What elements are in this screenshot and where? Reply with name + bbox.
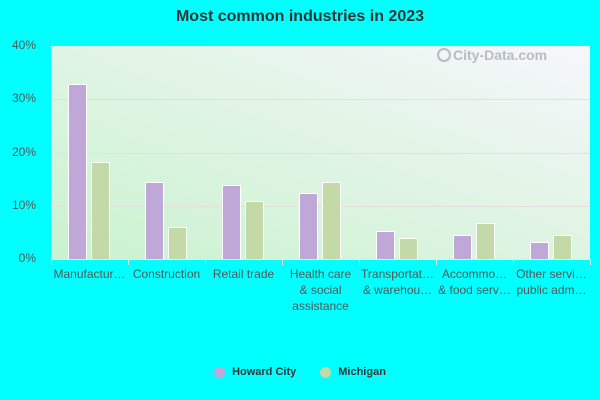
legend-item[interactable]: Michigan [320, 366, 386, 378]
bar-michigan[interactable] [168, 227, 187, 259]
bar-howard-city[interactable] [222, 184, 241, 259]
bar-michigan[interactable] [91, 162, 110, 259]
x-tick-label: Manufactur… [53, 267, 126, 281]
plot-area [51, 46, 590, 259]
x-axis-line [51, 259, 590, 260]
y-tick-label: 40% [11, 38, 36, 52]
y-tick-label: 30% [11, 91, 36, 106]
watermark-text: City-Data.com [453, 47, 548, 63]
legend-swatch-icon [320, 366, 332, 378]
bar-michigan[interactable] [322, 182, 341, 259]
x-tick-mark [590, 259, 591, 265]
x-tick-mark [128, 259, 129, 265]
bar-howard-city[interactable] [299, 192, 318, 259]
y-tick-label: 0% [18, 251, 36, 265]
x-tick-label: Construction [132, 267, 201, 281]
gridline [51, 99, 590, 101]
legend-label: Michigan [338, 366, 386, 378]
gridline [51, 152, 590, 154]
legend: Howard City Michigan [0, 366, 600, 381]
x-tick-label: Health care & social assistance [289, 267, 352, 313]
bar-howard-city[interactable] [376, 230, 395, 259]
legend-label: Howard City [232, 366, 297, 378]
bar-howard-city[interactable] [68, 84, 87, 259]
x-tick-mark [436, 259, 437, 265]
chart-title: Most common industries in 2023 [175, 8, 425, 25]
y-tick-label: 20% [11, 144, 36, 159]
x-tick-label: Retail trade [212, 267, 275, 281]
magnifier-icon [437, 48, 451, 62]
legend-swatch-icon [214, 366, 226, 378]
bar-michigan[interactable] [553, 235, 572, 259]
bar-michigan[interactable] [476, 222, 495, 259]
legend-item[interactable]: Howard City [214, 366, 296, 378]
y-tick-label: 10% [11, 197, 36, 212]
x-tick-mark [282, 259, 283, 265]
gridline [51, 205, 590, 207]
x-tick-mark [51, 259, 52, 265]
watermark: City-Data.com [437, 47, 547, 63]
x-tick-mark [205, 259, 206, 265]
x-tick-label: Accommo… & food serv… [438, 267, 511, 297]
x-tick-mark [359, 259, 360, 265]
bar-michigan[interactable] [399, 238, 418, 259]
x-tick-label: Transportat… & warehou… [361, 267, 434, 297]
bar-howard-city[interactable] [530, 241, 549, 259]
x-tick-label: Other servi… public adm… [516, 267, 587, 297]
x-tick-mark [513, 259, 514, 265]
bar-howard-city[interactable] [453, 235, 472, 259]
bar-howard-city[interactable] [145, 182, 164, 259]
bar-michigan[interactable] [245, 200, 264, 259]
